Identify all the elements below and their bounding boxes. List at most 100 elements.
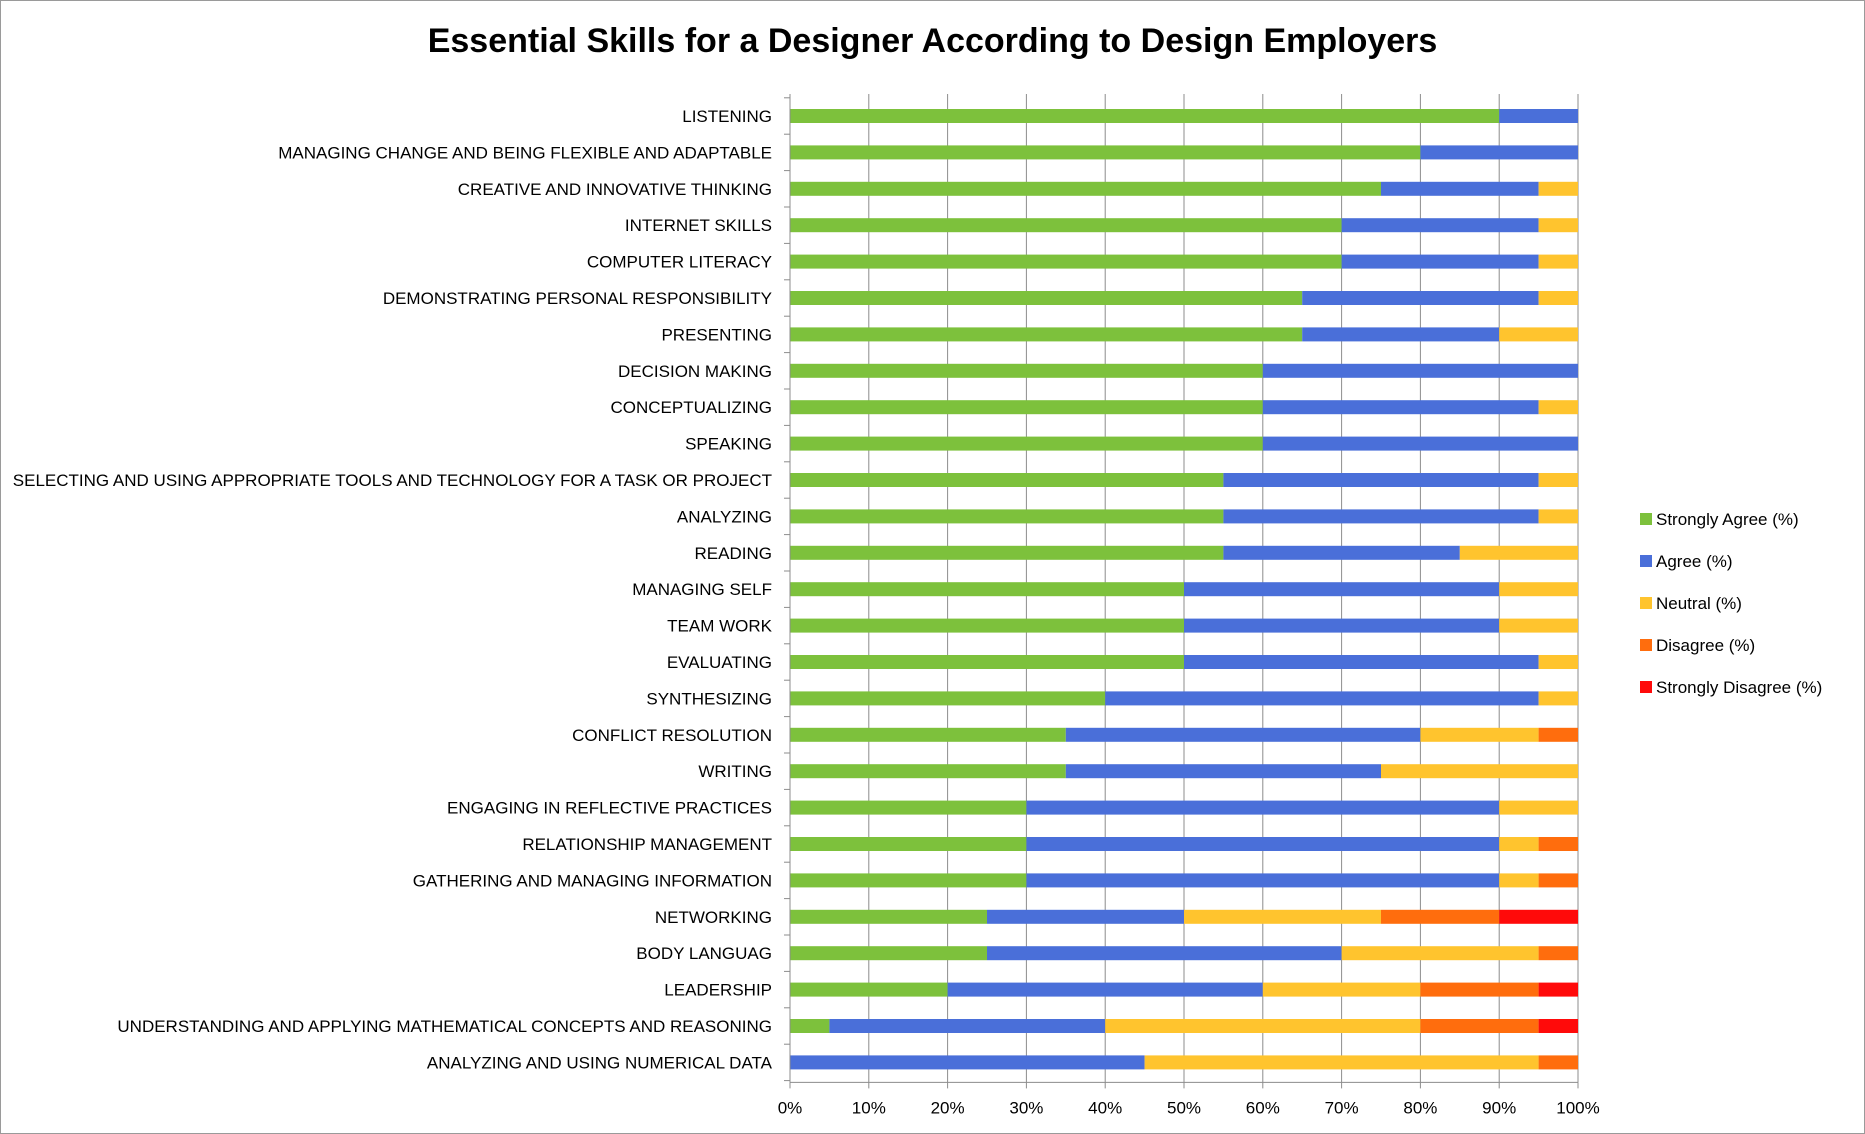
bar-segment — [790, 109, 1500, 123]
legend-swatch — [1640, 555, 1652, 567]
bar-segment — [987, 909, 1184, 924]
category-label: COMPUTER LITERACY — [587, 253, 772, 272]
bar-segment — [1499, 582, 1578, 597]
bar-segment — [1538, 473, 1578, 487]
bar-segment — [1381, 909, 1500, 924]
category-label: BODY LANGUAG — [636, 944, 772, 963]
category-label: MANAGING SELF — [632, 580, 772, 599]
bar-segment — [790, 254, 1342, 269]
legend: Strongly Agree (%) Agree (%) Neutral (%) Di… — [1640, 510, 1822, 697]
bar-segment — [1184, 655, 1539, 669]
bar-segment — [1538, 181, 1578, 196]
bar-segment — [1538, 727, 1578, 742]
bar-segment — [790, 327, 1303, 342]
bar-segment — [1538, 509, 1578, 524]
bar-segment — [790, 618, 1184, 633]
bar-segment — [1499, 618, 1578, 633]
bar-segment — [1026, 800, 1500, 815]
x-tick-label: 100% — [1556, 1098, 1599, 1117]
x-tick-label: 80% — [1403, 1098, 1437, 1117]
legend-swatch — [1640, 597, 1652, 609]
bar-segment — [1499, 327, 1578, 342]
bar-segment — [1538, 655, 1578, 669]
legend-label: Strongly Agree (%) — [1656, 510, 1799, 529]
category-label: NETWORKING — [655, 908, 772, 927]
bar-segment — [790, 291, 1303, 305]
bar-segment — [1105, 1019, 1421, 1033]
x-tick-label: 50% — [1167, 1098, 1201, 1117]
bar-segment — [1538, 691, 1578, 706]
x-tick-label: 20% — [931, 1098, 965, 1117]
bar-segment — [1262, 982, 1421, 997]
category-label: TEAM WORK — [667, 617, 772, 636]
category-labels: LISTENING MANAGING CHANGE AND BEING FLEXI… — [13, 107, 773, 1072]
bar-segment — [1262, 363, 1578, 378]
bar-segment — [1420, 145, 1578, 160]
bar-segment — [790, 873, 1027, 888]
bar-segment — [790, 946, 987, 961]
bar-segment — [1341, 254, 1539, 269]
bar-segment — [1538, 254, 1578, 269]
category-label: CONFLICT RESOLUTION — [572, 726, 772, 745]
category-label: DECISION MAKING — [618, 362, 772, 381]
bar-segment — [790, 691, 1106, 706]
category-label: READING — [695, 544, 772, 563]
category-label: CREATIVE AND INNOVATIVE THINKING — [458, 180, 772, 199]
category-label: RELATIONSHIP MANAGEMENT — [522, 835, 772, 854]
bar-segment — [1499, 873, 1539, 888]
bar-segment — [1538, 291, 1578, 305]
x-tick-label: 0% — [778, 1098, 803, 1117]
bar-segment — [1302, 291, 1539, 305]
category-label: SPEAKING — [685, 435, 772, 454]
x-tick-label: 60% — [1246, 1098, 1280, 1117]
bar-segment — [1223, 545, 1460, 560]
category-label: SYNTHESIZING — [646, 689, 772, 708]
bar-segment — [1223, 509, 1539, 524]
bar-segment — [790, 982, 948, 997]
bar-segment — [1184, 618, 1500, 633]
legend-label: Strongly Disagree (%) — [1656, 678, 1822, 697]
bar-segment — [1420, 1019, 1539, 1033]
bar-segment — [790, 400, 1263, 415]
bar-segment — [790, 218, 1342, 233]
bar-segment — [1459, 545, 1578, 560]
category-label: LEADERSHIP — [664, 981, 772, 1000]
legend-swatch — [1640, 681, 1652, 693]
bar-segment — [1538, 982, 1578, 997]
bar-segment — [790, 145, 1421, 160]
category-label: INTERNET SKILLS — [625, 216, 772, 235]
bar-segment — [829, 1019, 1106, 1033]
legend-swatch — [1640, 639, 1652, 651]
bar-segment — [1381, 764, 1578, 779]
bar-segment — [1381, 181, 1539, 196]
bar-segment — [1184, 582, 1500, 597]
category-label: MANAGING CHANGE AND BEING FLEXIBLE AND A… — [278, 143, 772, 162]
category-label: DEMONSTRATING PERSONAL RESPONSIBILITY — [383, 289, 772, 308]
x-tick-label: 10% — [852, 1098, 886, 1117]
bar-segment — [1499, 109, 1578, 123]
axes — [784, 94, 1579, 1089]
bar-segment — [1223, 473, 1539, 487]
bar-segment — [790, 727, 1066, 742]
bar-segment — [790, 655, 1184, 669]
bar-segment — [1499, 837, 1539, 851]
bar-segment — [1420, 982, 1539, 997]
bar-segment — [987, 946, 1342, 961]
category-label: PRESENTING — [661, 325, 772, 344]
bar-segment — [1144, 1055, 1539, 1070]
x-tick-label: 70% — [1325, 1098, 1359, 1117]
bar-segment — [1262, 436, 1578, 451]
bar-segment — [790, 1019, 830, 1033]
category-label: CONCEPTUALIZING — [610, 398, 772, 417]
bar-segment — [947, 982, 1263, 997]
bar-segment — [790, 473, 1224, 487]
x-tick-labels: 0% 10% 20% 30% 40% 50% 60% 70% 80% 90% 100% — [778, 1098, 1600, 1117]
category-label: ANALYZING AND USING NUMERICAL DATA — [427, 1053, 773, 1072]
bar-segment — [1538, 218, 1578, 233]
bar-segment — [1538, 873, 1578, 888]
bars — [790, 109, 1578, 1070]
bar-segment — [790, 582, 1184, 597]
bar-segment — [1302, 327, 1500, 342]
bar-segment — [790, 764, 1066, 779]
